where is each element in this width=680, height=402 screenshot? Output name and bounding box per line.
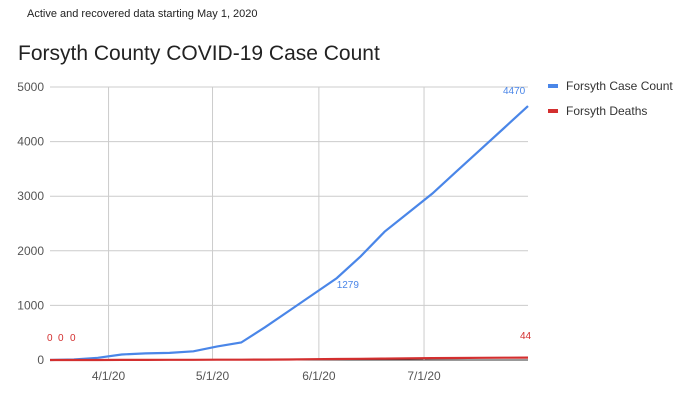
chart-title: Forsyth County COVID-19 Case Count (18, 42, 380, 65)
y-tick-label: 5000 (17, 80, 44, 94)
legend-label: Forsyth Case Count (566, 79, 673, 93)
x-tick-label: 4/1/20 (92, 369, 126, 383)
series-line-cases (49, 105, 529, 362)
x-tick-label: 5/1/20 (196, 369, 230, 383)
legend-swatch (548, 84, 558, 88)
y-tick-label: 4000 (17, 135, 44, 149)
data-label: 0 (47, 333, 53, 344)
legend-label: Forsyth Deaths (566, 104, 647, 118)
x-tick-label: 6/1/20 (302, 369, 336, 383)
data-label: 0 (70, 333, 76, 344)
x-tick-label: 7/1/20 (407, 369, 441, 383)
y-tick-label: 1000 (17, 298, 44, 312)
chart-note: Active and recovered data starting May 1… (27, 8, 258, 20)
data-label: 4470 (503, 86, 526, 97)
data-label: 0 (58, 333, 64, 344)
legend-swatch (548, 109, 558, 113)
y-tick-label: 2000 (17, 244, 44, 258)
series-line-deaths (50, 356, 529, 362)
y-tick-label: 0 (37, 353, 44, 367)
data-label: 1279 (337, 280, 360, 291)
data-label: 44 (520, 331, 532, 342)
y-tick-label: 3000 (17, 189, 44, 203)
